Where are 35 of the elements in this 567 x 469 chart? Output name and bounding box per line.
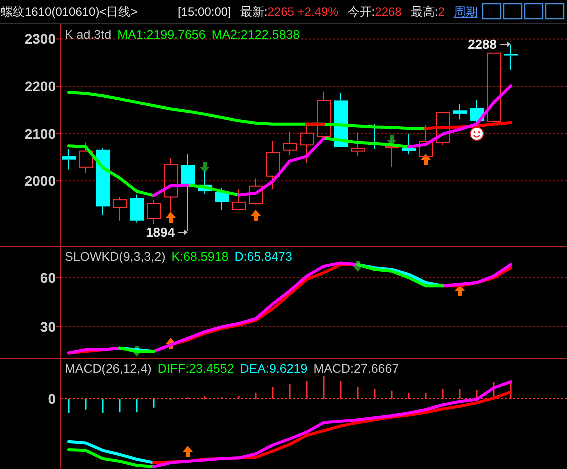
annotation: K ad.3td	[65, 28, 112, 42]
text: 最高:2	[410, 5, 446, 19]
y-tick-label: 30	[40, 319, 56, 336]
text: 周期	[454, 5, 478, 19]
y-tick-label: 2300	[24, 31, 56, 48]
text: [15:00:00]	[178, 5, 232, 19]
ref-line-label: 0	[48, 391, 56, 407]
chart-title: 螺纹1610(010610)<日线>	[1, 5, 138, 19]
text: 最新:2265 +2.49%	[240, 5, 340, 19]
annotation: MA1:2199.7656	[118, 28, 206, 42]
text: MACD:27.6667	[314, 362, 400, 376]
y-tick-label: 2100	[24, 126, 56, 142]
annotation: 2288	[468, 37, 497, 52]
annotation: D:65.8473	[234, 250, 292, 264]
candlestick	[130, 194, 144, 224]
y-tick-label: 2200	[24, 78, 56, 95]
annotation: K:68.5918	[172, 250, 229, 264]
text: DIFF:23.4552	[158, 362, 234, 376]
y-tick-label: 60	[40, 270, 56, 286]
annotation: 1894	[146, 225, 176, 240]
candlestick	[453, 104, 467, 120]
candlestick	[62, 148, 76, 170]
y-tick-label: 2000	[24, 173, 56, 190]
candlestick	[96, 148, 110, 216]
candlestick	[402, 133, 416, 156]
annotation: SLOWKD(9,3,3,2)	[65, 250, 166, 264]
text: MACD(26,12,4)	[65, 362, 152, 376]
candlestick	[266, 140, 280, 190]
line-series	[68, 91, 428, 130]
text: 今开:2268	[348, 5, 402, 19]
candlestick	[164, 157, 178, 212]
candlestick	[300, 126, 314, 164]
candlestick	[113, 196, 127, 222]
text: DEA:9.6219	[240, 362, 308, 376]
annotation: MA2:2122.5838	[212, 28, 300, 42]
